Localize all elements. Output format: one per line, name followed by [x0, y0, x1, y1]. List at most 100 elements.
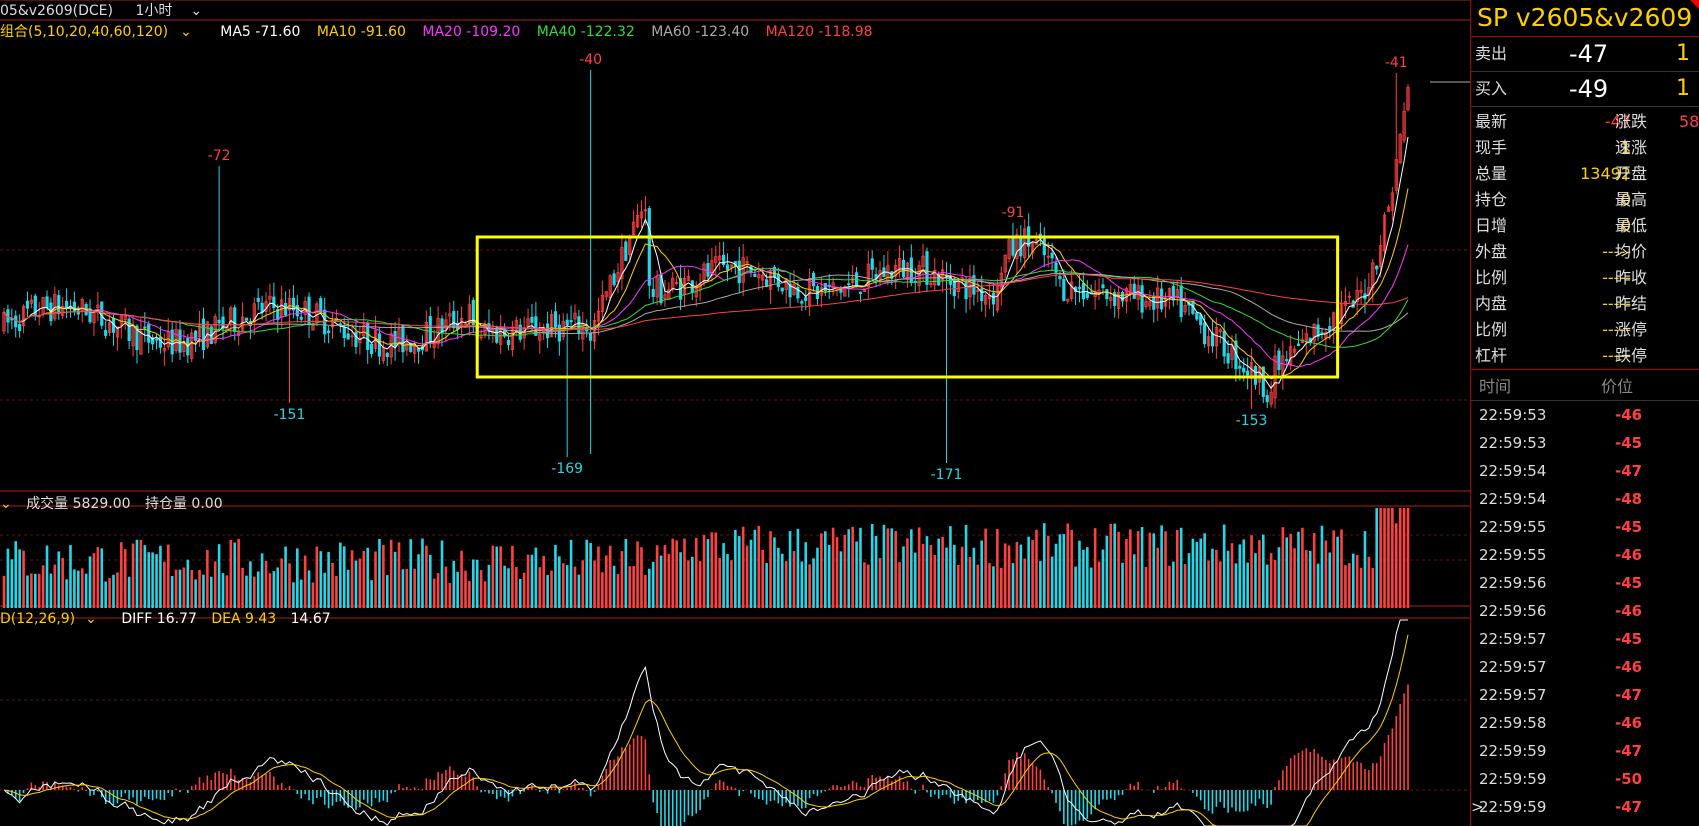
quote-panel: SP v2605&v2609 卖出 -47 1 买入 -49 1 最新 -47 …: [1470, 0, 1699, 826]
volume-bar: [565, 565, 569, 608]
dea-value: DEA 9.43: [211, 611, 277, 627]
kline-chart[interactable]: -40 -72 -91 -41 -151 -169 -171 -153: [0, 0, 1470, 826]
tick-time: 22:59:59: [1479, 770, 1547, 788]
volume-bar: [796, 528, 800, 608]
volume-value: 成交量 5829.00: [26, 496, 131, 512]
volume-bar: [166, 544, 170, 608]
volume-bar: [1093, 528, 1097, 608]
candle-body: [151, 337, 155, 345]
volume-bar: [151, 552, 154, 608]
ticks-list[interactable]: 22:59:53 -46 22:59:53 -45 22:59:54 -47 22:5…: [1471, 401, 1699, 821]
candle-body: [624, 241, 628, 261]
candle-body: [604, 291, 608, 297]
candle-body: [964, 282, 968, 300]
candle-body: [346, 333, 350, 340]
ma40-label: MA40 -122.32: [536, 24, 635, 40]
candle-body: [1160, 288, 1164, 310]
open-interest-value: 持仓量 0.00: [144, 496, 223, 512]
volume-bar: [323, 572, 326, 608]
candle-body: [123, 315, 127, 320]
volume-bar: [636, 541, 639, 608]
candle-body: [897, 257, 902, 272]
candle-body: [1289, 346, 1293, 365]
candle-body: [127, 318, 131, 341]
ma-legend-name[interactable]: 组合(5,10,20,40,60,120) ⌄: [0, 24, 204, 40]
candle-body: [808, 278, 812, 306]
chevron-down-icon[interactable]: ⌄: [0, 496, 12, 512]
candle-body: [796, 286, 800, 299]
candle-body: [706, 263, 710, 277]
bid-row[interactable]: 买入 -49 1: [1471, 72, 1699, 107]
volume-bar: [233, 542, 237, 608]
candle-body: [291, 297, 296, 311]
candle-body: [553, 311, 558, 328]
volume-bar: [604, 555, 608, 608]
volume-bar: [448, 582, 452, 608]
tick-price: -50: [1615, 770, 1643, 788]
candle-body: [436, 318, 440, 345]
volume-bar: [929, 545, 933, 608]
ask-row[interactable]: 卖出 -47 1: [1471, 37, 1699, 72]
highlight-box: [475, 235, 1340, 379]
macd-legend: D(12,26,9) ⌄ DIFF 16.77 DEA 9.43 14.67: [0, 611, 341, 627]
candle-body: [757, 274, 761, 279]
volume-bar: [1191, 538, 1195, 608]
tick-price: -45: [1615, 574, 1643, 592]
volume-bar: [397, 542, 401, 608]
tick-price: -45: [1615, 630, 1643, 648]
macd-name[interactable]: D(12,26,9) ⌄: [0, 611, 107, 627]
candle-body: [1226, 353, 1230, 364]
volume-bar: [80, 568, 84, 608]
volume-bar: [327, 552, 330, 608]
candle-body: [921, 255, 925, 268]
volume-bar: [640, 547, 643, 608]
volume-bar: [1289, 533, 1292, 608]
candle-body: [549, 314, 554, 338]
volume-bar: [558, 556, 561, 608]
volume-bar: [698, 561, 702, 608]
stats-row: 内盘 ----- 昨结: [1471, 291, 1699, 317]
candle-body: [201, 318, 206, 351]
volume-bar: [1316, 563, 1320, 608]
volume-bar: [1226, 550, 1230, 608]
candle-body: [358, 338, 362, 344]
candle-body: [1171, 286, 1175, 301]
candle-body: [1199, 314, 1203, 326]
candle-body: [647, 208, 651, 286]
candle-body: [1007, 239, 1011, 260]
candle-body: [21, 305, 26, 326]
tick-time: 22:59:54: [1479, 462, 1547, 480]
volume-bar: [342, 546, 346, 608]
volume-bar: [1109, 523, 1113, 608]
volume-bar: [1222, 524, 1226, 608]
candle-body: [237, 330, 241, 336]
volume-bar: [256, 571, 260, 608]
stats-row: 最新 -47 涨跌 58: [1471, 109, 1699, 135]
chart-header: 05&v2609(DCE) 1小时 ⌄: [0, 0, 238, 20]
volume-bar: [655, 545, 659, 608]
candle-body: [890, 271, 894, 279]
candle-body: [448, 313, 452, 317]
stats-row: 持仓 0 最高: [1471, 187, 1699, 213]
stats-row: 杠杆 ----- 跌停: [1471, 343, 1699, 369]
volume-bar: [1301, 527, 1304, 608]
stat-label: 日增: [1475, 216, 1508, 235]
candle-body: [104, 330, 108, 336]
volume-bar: [1129, 529, 1132, 608]
price-annotation: -91: [1002, 205, 1025, 221]
period-selector[interactable]: 1小时 ⌄: [135, 3, 220, 19]
volume-bar: [2, 575, 6, 608]
candle-body: [788, 283, 792, 298]
candle-body: [147, 324, 151, 343]
volume-bar: [311, 582, 315, 608]
candle-body: [1203, 322, 1207, 345]
current-marker-icon: >: [1471, 798, 1484, 816]
tick-time: 22:59:59: [1479, 798, 1547, 816]
volume-bar: [268, 573, 272, 608]
candle-body: [991, 292, 996, 305]
candle-body: [600, 294, 604, 312]
volume-bar: [1367, 556, 1371, 608]
candle-body: [272, 296, 276, 309]
candle-body: [804, 297, 808, 301]
volume-bar: [593, 560, 596, 608]
